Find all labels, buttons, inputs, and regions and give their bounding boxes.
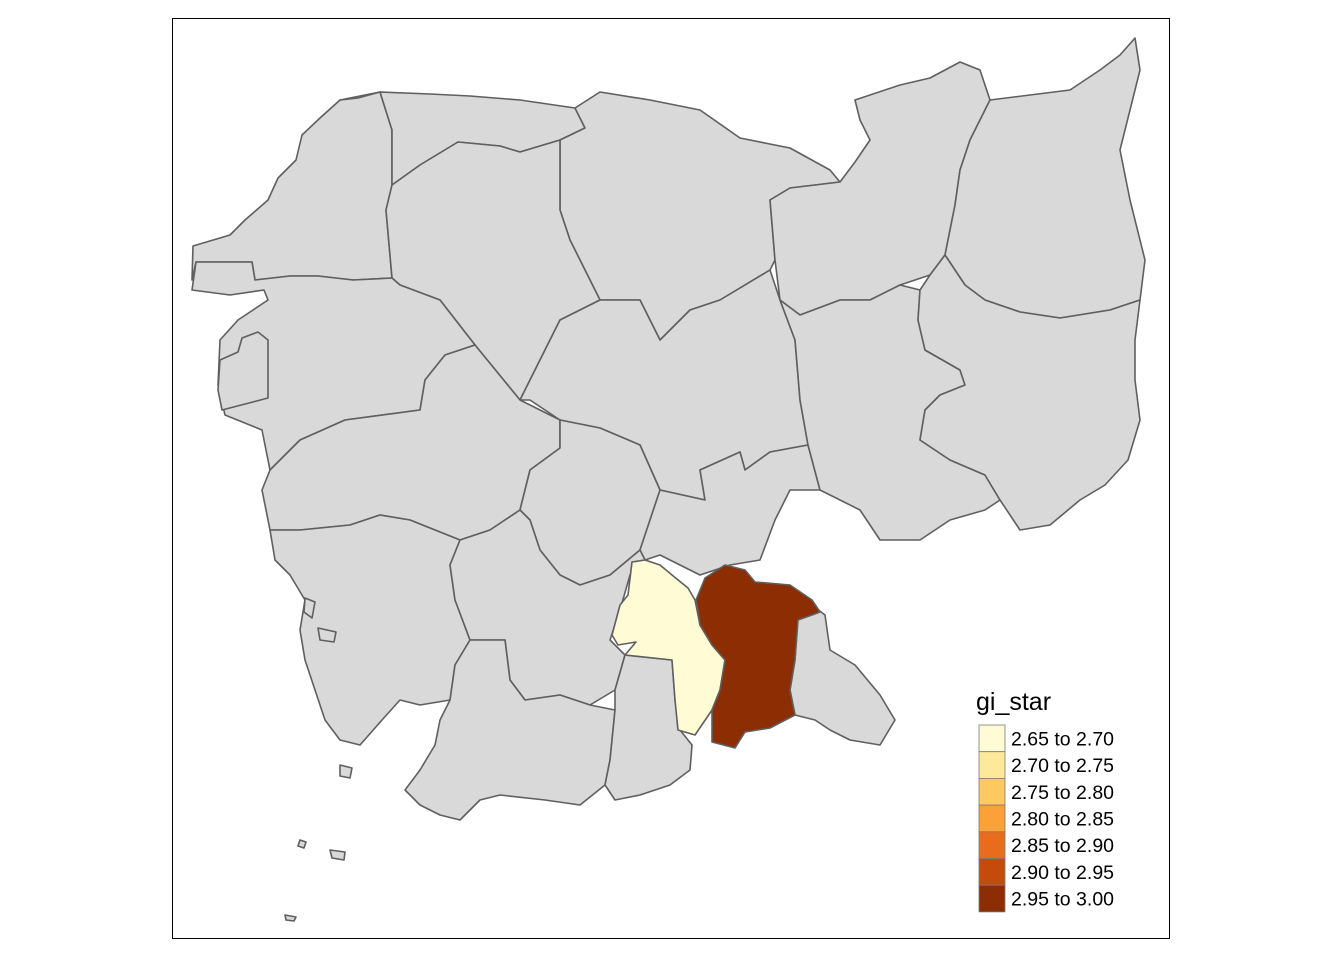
province-mondulkiri <box>917 254 1141 531</box>
legend-label: 2.75 to 2.80 <box>1011 782 1114 804</box>
legend-swatch <box>978 724 1006 753</box>
province-layer <box>191 37 1146 922</box>
province-highlight-kandal <box>611 559 726 736</box>
island-2 <box>317 627 337 643</box>
legend-swatch <box>978 858 1006 886</box>
legend-swatch <box>978 751 1006 779</box>
legend: gi_star 2.65 to 2.70 2.70 to 2.75 2.75 to … <box>976 688 1114 913</box>
legend-items: 2.65 to 2.70 2.70 to 2.75 2.75 to 2.80 2.80… <box>978 724 1114 913</box>
island-4 <box>297 839 307 849</box>
legend-label: 2.90 to 2.95 <box>1011 862 1114 884</box>
legend-swatch <box>978 884 1006 913</box>
legend-title: gi_star <box>976 688 1051 716</box>
island-5 <box>329 849 346 861</box>
province-pailin <box>217 331 269 411</box>
province-koh-kong <box>269 514 471 746</box>
province-kampot <box>404 639 616 821</box>
legend-swatch <box>978 778 1006 806</box>
province-svay-rieng <box>789 604 896 746</box>
island-1 <box>303 597 316 619</box>
legend-swatch <box>978 804 1006 833</box>
legend-label: 2.70 to 2.75 <box>1011 755 1114 777</box>
legend-label: 2.80 to 2.85 <box>1011 808 1114 830</box>
island-6 <box>284 914 297 922</box>
legend-swatch <box>978 831 1006 859</box>
province-highlight-prey-veng <box>695 564 821 749</box>
legend-label: 2.65 to 2.70 <box>1011 728 1114 750</box>
legend-label: 2.85 to 2.90 <box>1011 835 1114 857</box>
province-northwest <box>191 91 393 281</box>
legend-label: 2.95 to 3.00 <box>1011 889 1114 911</box>
island-3 <box>339 764 353 779</box>
